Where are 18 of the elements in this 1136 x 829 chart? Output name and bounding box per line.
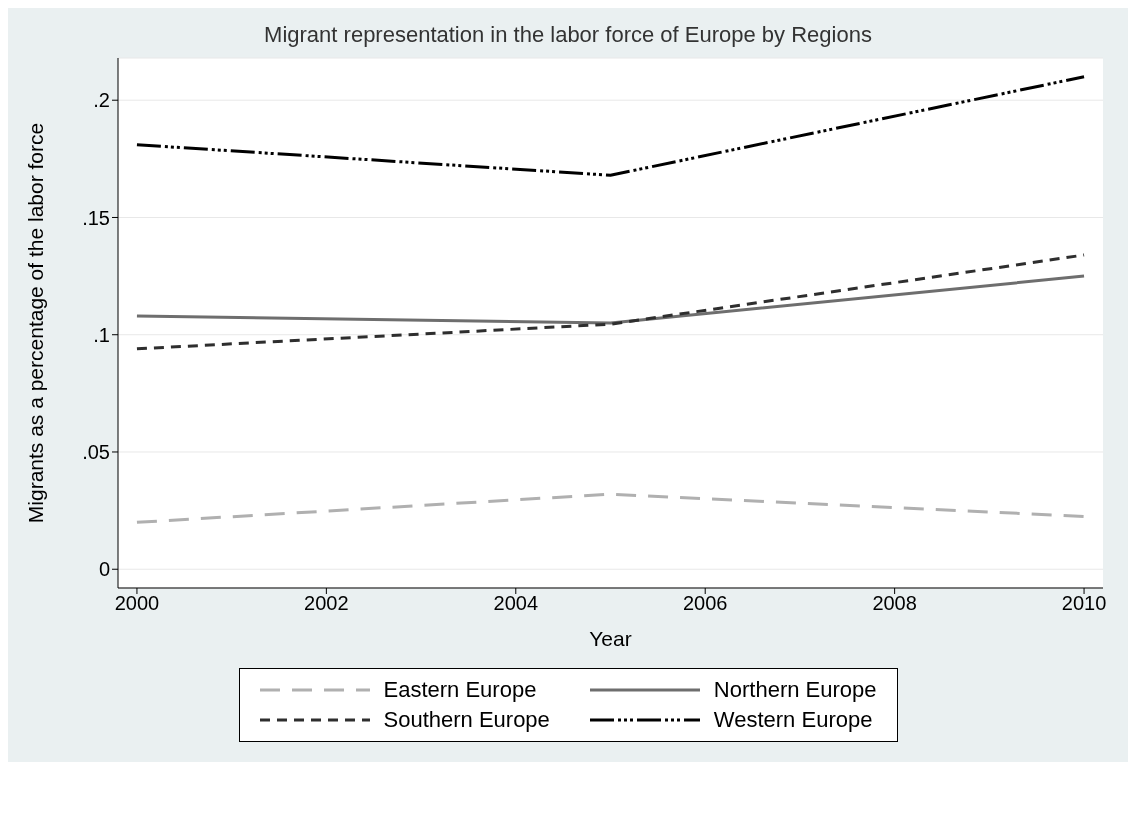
- x-tick-label: 2008: [872, 592, 917, 615]
- chart-title: Migrant representation in the labor force of Europe by Regions: [263, 21, 873, 48]
- x-tick-label: 2006: [682, 592, 728, 615]
- legend-label: Eastern Europe: [383, 677, 537, 703]
- x-tick-label: 2004: [493, 592, 539, 615]
- legend-label: Northern Europe: [713, 677, 877, 703]
- x-axis-title: Year: [589, 627, 632, 650]
- y-axis-title: Migrants as a percentage of the labor force: [24, 122, 48, 524]
- x-tick-label: 2010: [1061, 592, 1107, 615]
- legend-label: Southern Europe: [383, 707, 550, 733]
- legend-label: Western Europe: [713, 707, 873, 733]
- x-tick-label: 2002: [304, 592, 349, 615]
- y-tick-label: .2: [93, 89, 110, 112]
- x-tick-label: 2000: [114, 592, 160, 615]
- y-tick-label: .05: [82, 441, 110, 464]
- y-tick-label: .15: [82, 206, 110, 229]
- y-tick-label: 0: [98, 558, 110, 581]
- y-tick-label: .1: [93, 323, 110, 346]
